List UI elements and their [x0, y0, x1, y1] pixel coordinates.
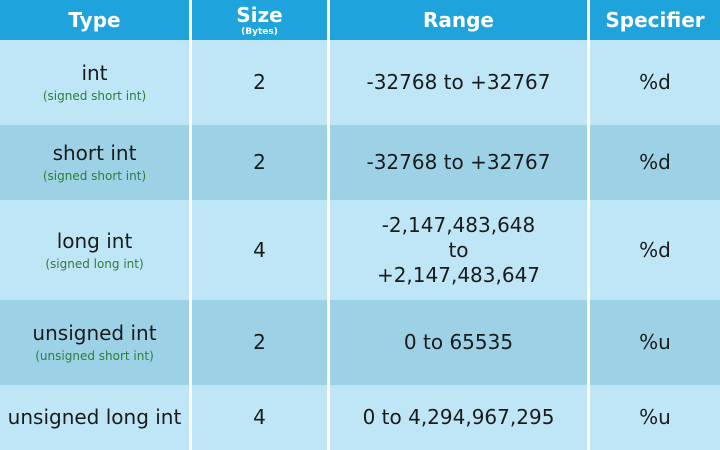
range-line: 0 to 65535 [403, 330, 514, 354]
size-value: 2 [253, 70, 266, 94]
table-cell: -32768 to +32767 [330, 125, 590, 200]
table-cell: 2 [192, 300, 330, 385]
table-cell: long int (signed long int) [0, 200, 192, 300]
type-name: long int [56, 228, 133, 253]
table-cell: Specifier [590, 0, 720, 40]
range-line: 0 to 4,294,967,295 [362, 405, 555, 429]
table-cell: -32768 to +32767 [330, 40, 590, 125]
type-subtitle: (signed long int) [45, 256, 144, 271]
type-subtitle: (signed short int) [42, 169, 147, 183]
table-cell: %u [590, 300, 720, 385]
header-specifier: Specifier [605, 7, 705, 32]
format-specifier: %d [639, 150, 671, 174]
header-type: Type [68, 7, 121, 32]
table-cell: 4 [192, 385, 330, 450]
format-specifier: %u [639, 405, 671, 429]
table-cell: %d [590, 40, 720, 125]
type-name: int [81, 61, 108, 85]
range-line: to [448, 237, 469, 262]
table-cell: 0 to 4,294,967,295 [330, 385, 590, 450]
size-value: 4 [253, 405, 266, 429]
size-value: 2 [253, 150, 266, 174]
table-cell: Type [0, 0, 192, 40]
table-cell: 4 [192, 200, 330, 300]
type-subtitle: (unsigned short int) [35, 349, 154, 363]
table-cell: -2,147,483,648 to +2,147,483,647 [330, 200, 590, 300]
range-line: -32768 to +32767 [366, 70, 551, 94]
format-specifier: %d [639, 70, 671, 94]
table-cell: 2 [192, 40, 330, 125]
table-cell: %u [590, 385, 720, 450]
table-cell: int (signed short int) [0, 40, 192, 125]
range-line: +2,147,483,647 [376, 262, 541, 287]
type-name: unsigned long int [7, 405, 182, 429]
range-line: -32768 to +32767 [366, 150, 551, 174]
table-cell: 0 to 65535 [330, 300, 590, 385]
table-cell: Range [330, 0, 590, 40]
table-cell: %d [590, 125, 720, 200]
table-cell: unsigned int (unsigned short int) [0, 300, 192, 385]
header-size-unit: (Bytes) [241, 27, 278, 37]
format-specifier: %u [639, 330, 671, 354]
table-cell: short int (signed short int) [0, 125, 192, 200]
type-subtitle: (signed short int) [42, 89, 147, 103]
header-size: Size [236, 3, 283, 27]
size-value: 2 [253, 330, 266, 354]
size-value: 4 [253, 237, 266, 262]
type-name: short int [52, 141, 137, 165]
table-cell: %d [590, 200, 720, 300]
type-name: unsigned int [32, 321, 157, 345]
format-specifier: %d [639, 237, 671, 262]
range-line: -2,147,483,648 [381, 212, 536, 237]
table-cell: unsigned long int [0, 385, 192, 450]
header-range: Range [422, 7, 494, 32]
table-cell: 2 [192, 125, 330, 200]
table-cell: Size (Bytes) [192, 0, 330, 40]
